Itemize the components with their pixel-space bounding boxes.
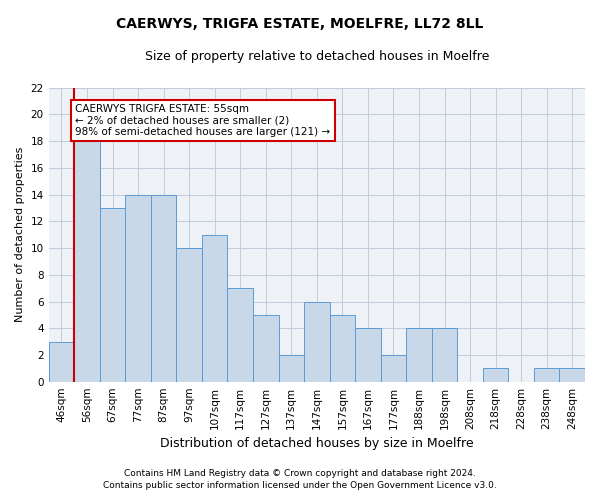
Text: CAERWYS TRIGFA ESTATE: 55sqm
← 2% of detached houses are smaller (2)
98% of semi: CAERWYS TRIGFA ESTATE: 55sqm ← 2% of det… [76,104,331,137]
Bar [534,368,559,382]
Bar [202,234,227,382]
Bar [432,328,457,382]
Bar [227,288,253,382]
Bar [406,328,432,382]
Title: Size of property relative to detached houses in Moelfre: Size of property relative to detached ho… [145,50,489,63]
Text: CAERWYS, TRIGFA ESTATE, MOELFRE, LL72 8LL: CAERWYS, TRIGFA ESTATE, MOELFRE, LL72 8L… [116,18,484,32]
Bar [380,355,406,382]
Bar [125,194,151,382]
Bar [304,302,329,382]
Bar [49,342,74,382]
Text: Contains HM Land Registry data © Crown copyright and database right 2024.
Contai: Contains HM Land Registry data © Crown c… [103,468,497,490]
Bar [483,368,508,382]
Bar [253,315,278,382]
Bar [100,208,125,382]
Bar [74,141,100,382]
Y-axis label: Number of detached properties: Number of detached properties [15,147,25,322]
Bar [355,328,380,382]
Bar [329,315,355,382]
X-axis label: Distribution of detached houses by size in Moelfre: Distribution of detached houses by size … [160,437,473,450]
Bar [176,248,202,382]
Bar [278,355,304,382]
Bar [151,194,176,382]
Bar [559,368,585,382]
